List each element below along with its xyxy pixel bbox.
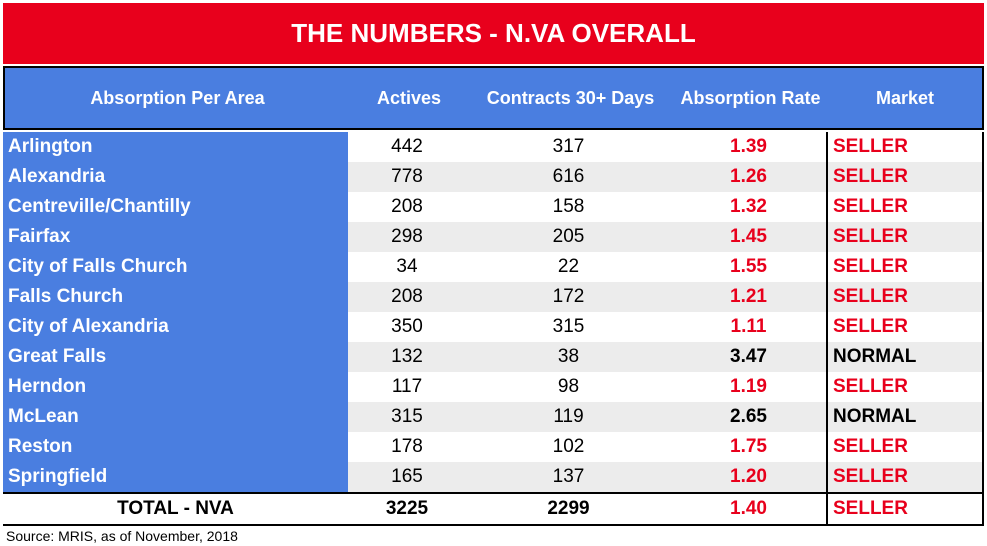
actives-cell: 34 <box>396 256 418 277</box>
actives-cell: 442 <box>391 136 423 157</box>
table-row: McLean 315 119 2.65 NORMAL <box>3 402 984 432</box>
area-cell: Falls Church <box>3 282 348 312</box>
market-cell: SELLER <box>826 222 984 252</box>
header-area: Absorption Per Area <box>90 87 265 108</box>
area-cell: City of Alexandria <box>3 312 348 342</box>
table-row: Falls Church 208 172 1.21 SELLER <box>3 282 984 312</box>
table-row: City of Alexandria 350 315 1.11 SELLER <box>3 312 984 342</box>
table-row: City of Falls Church 34 22 1.55 SELLER <box>3 252 984 282</box>
actives-cell: 3225 <box>385 498 429 519</box>
market-cell: SELLER <box>826 192 984 222</box>
contracts-cell: 616 <box>552 166 585 187</box>
table-row: Centreville/Chantilly 208 158 1.32 SELLER <box>3 192 984 222</box>
table-row: Herndon 117 98 1.19 SELLER <box>3 372 984 402</box>
area-cell: Fairfax <box>3 222 348 252</box>
rate-cell: 1.20 <box>730 466 767 487</box>
market-cell: SELLER <box>826 494 984 524</box>
market-cell: SELLER <box>826 372 984 402</box>
rate-cell: 1.26 <box>730 166 767 187</box>
header-market: Market <box>875 87 935 108</box>
header-actives: Actives <box>376 87 442 108</box>
market-cell: SELLER <box>826 132 984 162</box>
rate-cell: 1.11 <box>730 316 767 337</box>
rate-cell: 2.65 <box>730 406 767 427</box>
header-rate: Absorption Rate <box>680 87 821 108</box>
actives-cell: 315 <box>391 406 423 427</box>
contracts-cell: 38 <box>557 346 580 367</box>
table-row: Fairfax 298 205 1.45 SELLER <box>3 222 984 252</box>
market-cell: SELLER <box>826 162 984 192</box>
contracts-cell: 172 <box>552 286 585 307</box>
contracts-cell: 317 <box>552 136 585 157</box>
actives-cell: 298 <box>391 226 423 247</box>
rate-cell: 3.47 <box>730 346 767 367</box>
rate-cell: 1.55 <box>730 256 767 277</box>
table-row: Arlington 442 317 1.39 SELLER <box>3 132 984 162</box>
table-row: Great Falls 132 38 3.47 NORMAL <box>3 342 984 372</box>
total-row: TOTAL - NVA 3225 2299 1.40 SELLER <box>3 492 984 526</box>
contracts-cell: 205 <box>552 226 585 247</box>
table-row: Springfield 165 137 1.20 SELLER <box>3 462 984 492</box>
area-cell: Reston <box>3 432 348 462</box>
area-cell: McLean <box>3 402 348 432</box>
contracts-cell: 22 <box>557 256 580 277</box>
contracts-cell: 315 <box>552 316 585 337</box>
area-cell: TOTAL - NVA <box>3 494 348 524</box>
rate-cell: 1.40 <box>730 498 767 519</box>
contracts-cell: 119 <box>553 406 584 427</box>
actives-cell: 132 <box>391 346 423 367</box>
rate-cell: 1.32 <box>730 196 767 217</box>
contracts-cell: 2299 <box>547 498 590 519</box>
rate-cell: 1.19 <box>730 376 767 397</box>
rate-cell: 1.75 <box>730 436 767 457</box>
area-cell: Herndon <box>3 372 348 402</box>
page-title: THE NUMBERS - N.VA OVERALL <box>3 3 984 64</box>
area-cell: Alexandria <box>3 162 348 192</box>
table-row: Alexandria 778 616 1.26 SELLER <box>3 162 984 192</box>
market-cell: SELLER <box>826 432 984 462</box>
actives-cell: 778 <box>391 166 423 187</box>
contracts-cell: 98 <box>557 376 580 397</box>
header-contracts: Contracts 30+ Days <box>486 87 655 108</box>
actives-cell: 208 <box>391 196 423 217</box>
market-cell: SELLER <box>826 282 984 312</box>
contracts-cell: 158 <box>552 196 585 217</box>
table-header: Absorption Per Area Actives Contracts 30… <box>3 66 984 130</box>
contracts-cell: 137 <box>552 466 585 487</box>
actives-cell: 117 <box>391 376 423 397</box>
actives-cell: 165 <box>391 466 423 487</box>
rate-cell: 1.39 <box>730 136 767 157</box>
contracts-cell: 102 <box>552 436 585 457</box>
market-cell: SELLER <box>826 462 984 492</box>
actives-cell: 350 <box>391 316 423 337</box>
table-row: Reston 178 102 1.75 SELLER <box>3 432 984 462</box>
area-cell: Arlington <box>3 132 348 162</box>
area-cell: Great Falls <box>3 342 348 372</box>
actives-cell: 208 <box>391 286 423 307</box>
rate-cell: 1.45 <box>730 226 767 247</box>
actives-cell: 178 <box>391 436 423 457</box>
market-cell: SELLER <box>826 252 984 282</box>
area-cell: City of Falls Church <box>3 252 348 282</box>
area-cell: Centreville/Chantilly <box>3 192 348 222</box>
market-cell: NORMAL <box>826 402 984 432</box>
data-table: Arlington 442 317 1.39 SELLER Alexandria 778 61… <box>3 132 984 526</box>
rate-cell: 1.21 <box>730 286 767 307</box>
market-cell: SELLER <box>826 312 984 342</box>
source-note: Source: MRIS, as of November, 2018 <box>6 528 238 544</box>
area-cell: Springfield <box>3 462 348 492</box>
market-cell: NORMAL <box>826 342 984 372</box>
